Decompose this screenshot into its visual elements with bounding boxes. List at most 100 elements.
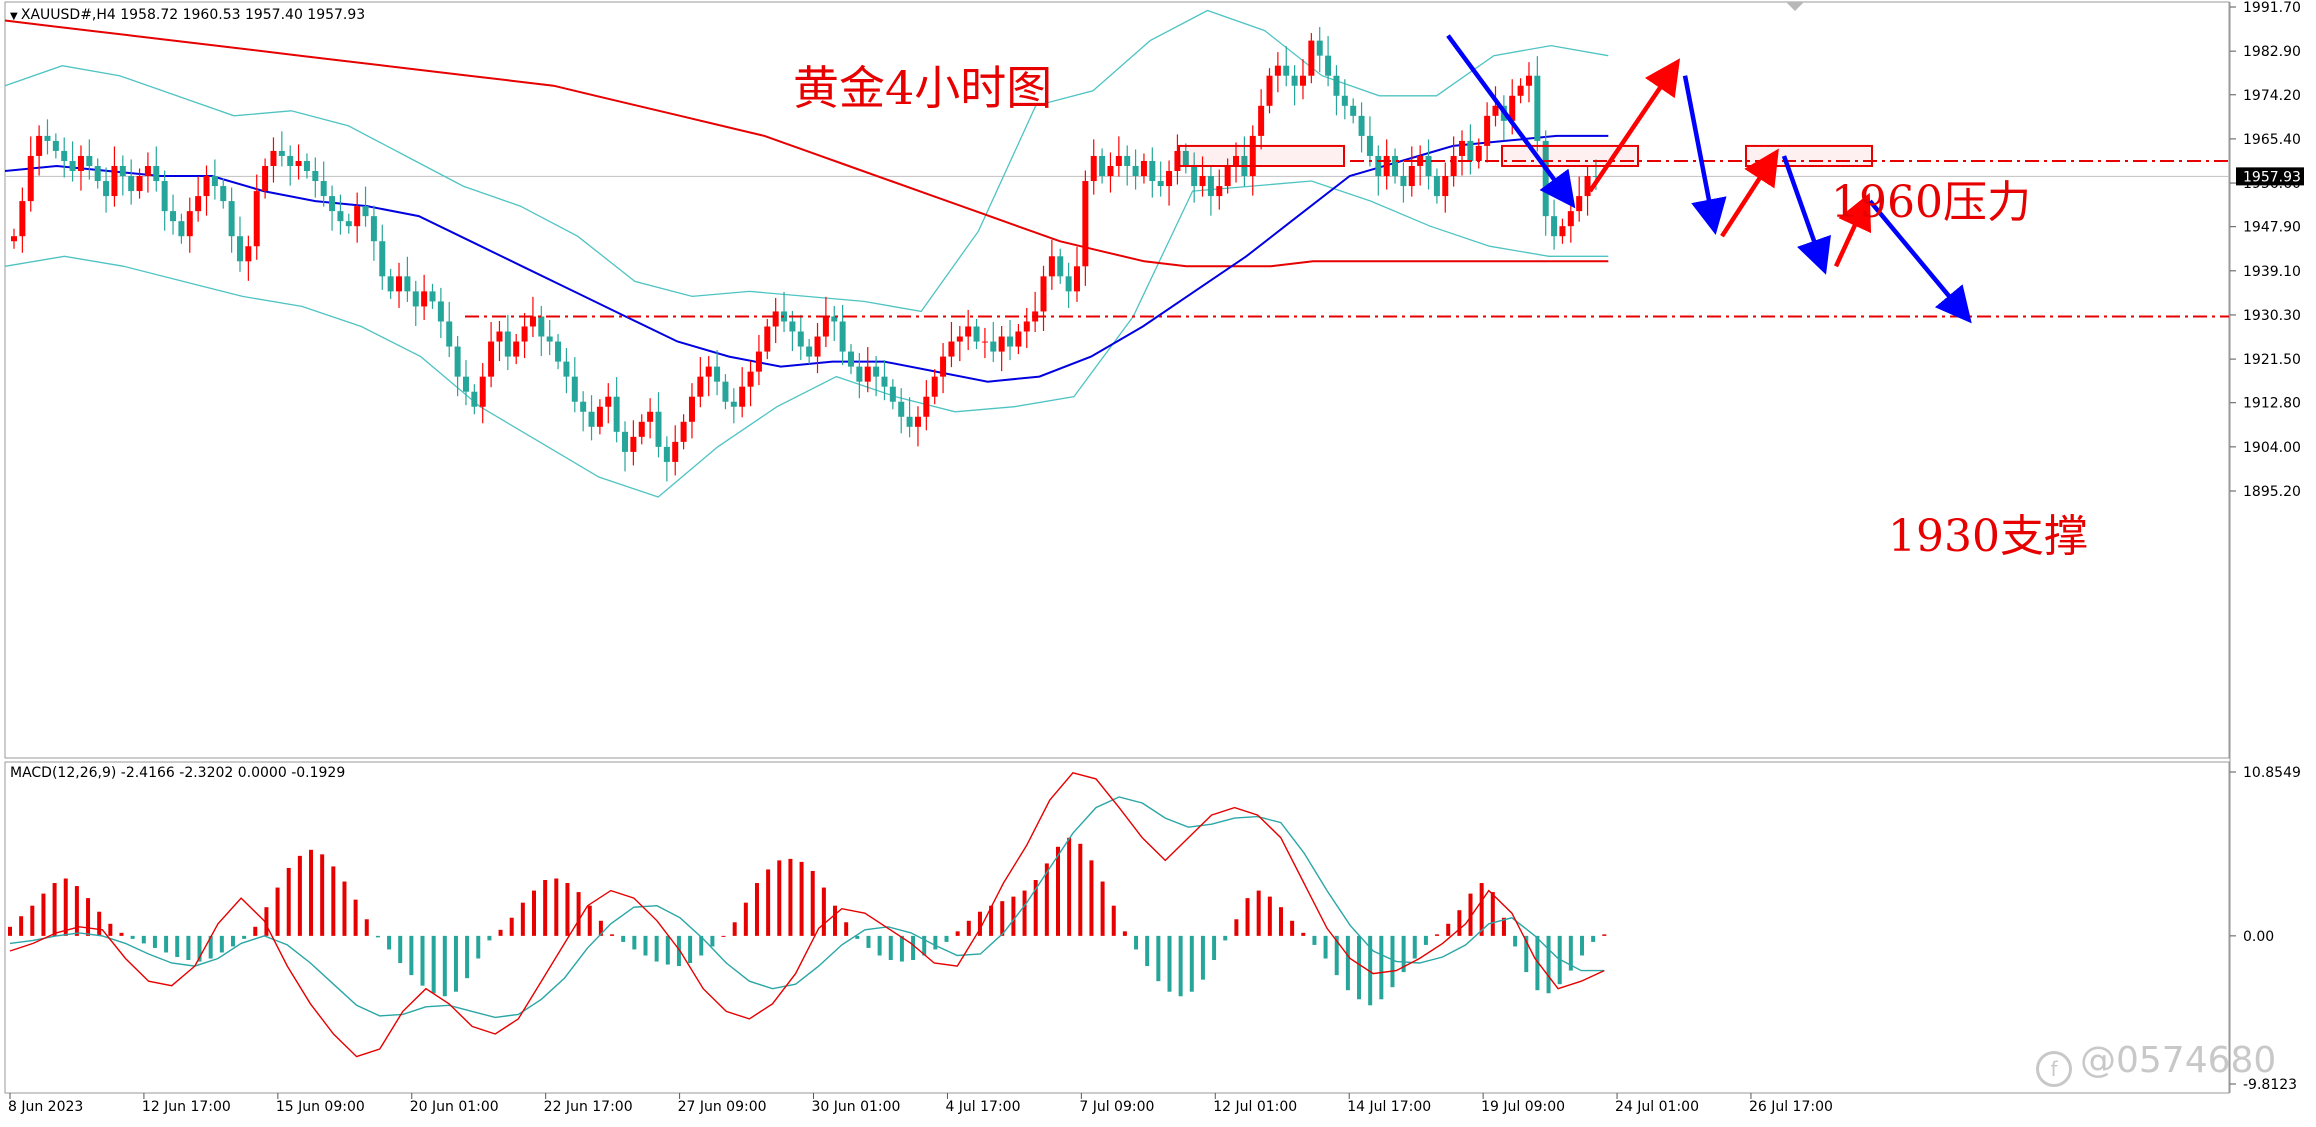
candle bbox=[605, 383, 612, 424]
macd-histogram-bar bbox=[1111, 905, 1116, 936]
macd-histogram-bar bbox=[1122, 931, 1127, 936]
candle-body bbox=[705, 366, 712, 377]
moving-average-blue-line bbox=[4, 134, 1609, 383]
candle bbox=[1124, 145, 1131, 186]
candle-body bbox=[814, 336, 821, 357]
candle bbox=[1299, 59, 1306, 100]
candle bbox=[1392, 148, 1399, 184]
projection-up-arrow bbox=[1833, 192, 1872, 268]
candle-body bbox=[404, 276, 411, 292]
candle-body bbox=[429, 291, 436, 302]
candle bbox=[186, 197, 193, 253]
candle bbox=[906, 397, 913, 438]
candle-body bbox=[1584, 176, 1591, 197]
symbol-dropdown-icon[interactable]: ▼ bbox=[10, 11, 21, 22]
macd-histogram-bar bbox=[1278, 907, 1283, 936]
macd-histogram-bar bbox=[710, 935, 715, 947]
candle bbox=[1157, 161, 1164, 197]
macd-histogram-bar bbox=[1189, 935, 1194, 992]
candle-body bbox=[1576, 196, 1583, 212]
candle-body bbox=[688, 396, 695, 422]
macd-histogram-bar bbox=[966, 920, 971, 936]
candle bbox=[1007, 319, 1014, 361]
macd-histogram-bar bbox=[899, 935, 904, 962]
candle bbox=[1383, 139, 1390, 190]
macd-histogram-bar bbox=[565, 883, 570, 936]
macd-histogram-bar bbox=[86, 898, 91, 936]
candle bbox=[931, 369, 938, 405]
candle-body bbox=[521, 326, 528, 342]
price-tick-label: 1965.40 bbox=[2243, 132, 2301, 148]
candle bbox=[1517, 78, 1524, 104]
candle-body bbox=[596, 406, 603, 427]
candle bbox=[889, 379, 896, 410]
candle bbox=[396, 262, 403, 308]
candle-body bbox=[1191, 165, 1198, 187]
candle-body bbox=[1065, 276, 1072, 292]
price-tick-label: 1982.90 bbox=[2243, 44, 2301, 60]
candle-body bbox=[253, 191, 260, 247]
candle-body bbox=[236, 236, 243, 262]
candle bbox=[596, 399, 603, 435]
macd-histogram-bar bbox=[911, 935, 916, 961]
macd-histogram-bar bbox=[453, 935, 458, 992]
candle bbox=[287, 145, 294, 186]
candle-body bbox=[588, 411, 595, 427]
candle bbox=[622, 421, 629, 472]
macd-histogram-bar bbox=[1457, 910, 1462, 936]
level-label-resistance: 1960压力 bbox=[1831, 177, 2031, 228]
candle-body bbox=[965, 326, 972, 337]
candle-body bbox=[345, 221, 352, 227]
candle-body bbox=[262, 165, 269, 192]
candle-body bbox=[555, 341, 562, 362]
candle-body bbox=[1174, 150, 1181, 172]
macd-histogram-bar bbox=[554, 878, 559, 936]
candle bbox=[822, 296, 829, 348]
macd-histogram-bar bbox=[654, 935, 659, 962]
candle-body bbox=[822, 316, 829, 337]
candle-body bbox=[1551, 216, 1558, 237]
macd-info-header: MACD(12,26,9) -2.4166 -2.3202 0.0000 -0.… bbox=[10, 765, 346, 781]
candle bbox=[421, 274, 428, 320]
candle-body bbox=[370, 216, 377, 242]
chart-menu-dropdown-icon[interactable] bbox=[1786, 2, 1804, 11]
candle-body bbox=[881, 376, 888, 387]
macd-histogram-bar bbox=[119, 932, 124, 936]
candle-body bbox=[278, 150, 285, 156]
candle-body bbox=[421, 291, 428, 307]
macd-histogram-bar bbox=[1580, 935, 1585, 956]
candle bbox=[1115, 136, 1122, 177]
candle-body bbox=[956, 336, 963, 342]
candle bbox=[329, 185, 336, 231]
candle-body bbox=[387, 276, 394, 292]
candle bbox=[864, 347, 871, 393]
candle bbox=[571, 357, 578, 413]
candle-body bbox=[186, 211, 193, 237]
candle-body bbox=[906, 416, 913, 427]
macd-histogram-bar bbox=[19, 916, 24, 936]
candle-body bbox=[1459, 140, 1466, 156]
candle-body bbox=[1392, 155, 1399, 177]
candle-body bbox=[1199, 176, 1206, 187]
macd-histogram-bar bbox=[643, 935, 648, 956]
candle-body bbox=[69, 160, 76, 172]
candle-body bbox=[1266, 75, 1273, 106]
macd-histogram-bar bbox=[498, 929, 503, 936]
macd-histogram-bar bbox=[1011, 896, 1016, 936]
candle bbox=[1249, 125, 1256, 196]
candle bbox=[848, 344, 854, 375]
macd-histogram-bar bbox=[821, 887, 826, 936]
macd-histogram-bar bbox=[788, 858, 793, 936]
macd-histogram-bar bbox=[632, 935, 637, 950]
candle-body bbox=[320, 181, 327, 197]
macd-histogram-bar bbox=[219, 935, 224, 953]
macd-histogram-bar bbox=[1000, 901, 1005, 936]
time-tick-label: 12 Jun 17:00 bbox=[142, 1099, 231, 1115]
macd-histogram-bar bbox=[944, 935, 949, 942]
candle bbox=[111, 146, 118, 207]
candle-body bbox=[61, 150, 68, 161]
candle bbox=[1166, 160, 1173, 206]
macd-histogram-bar bbox=[1022, 890, 1027, 936]
candle bbox=[1174, 134, 1181, 185]
macd-histogram-bar bbox=[164, 935, 169, 953]
